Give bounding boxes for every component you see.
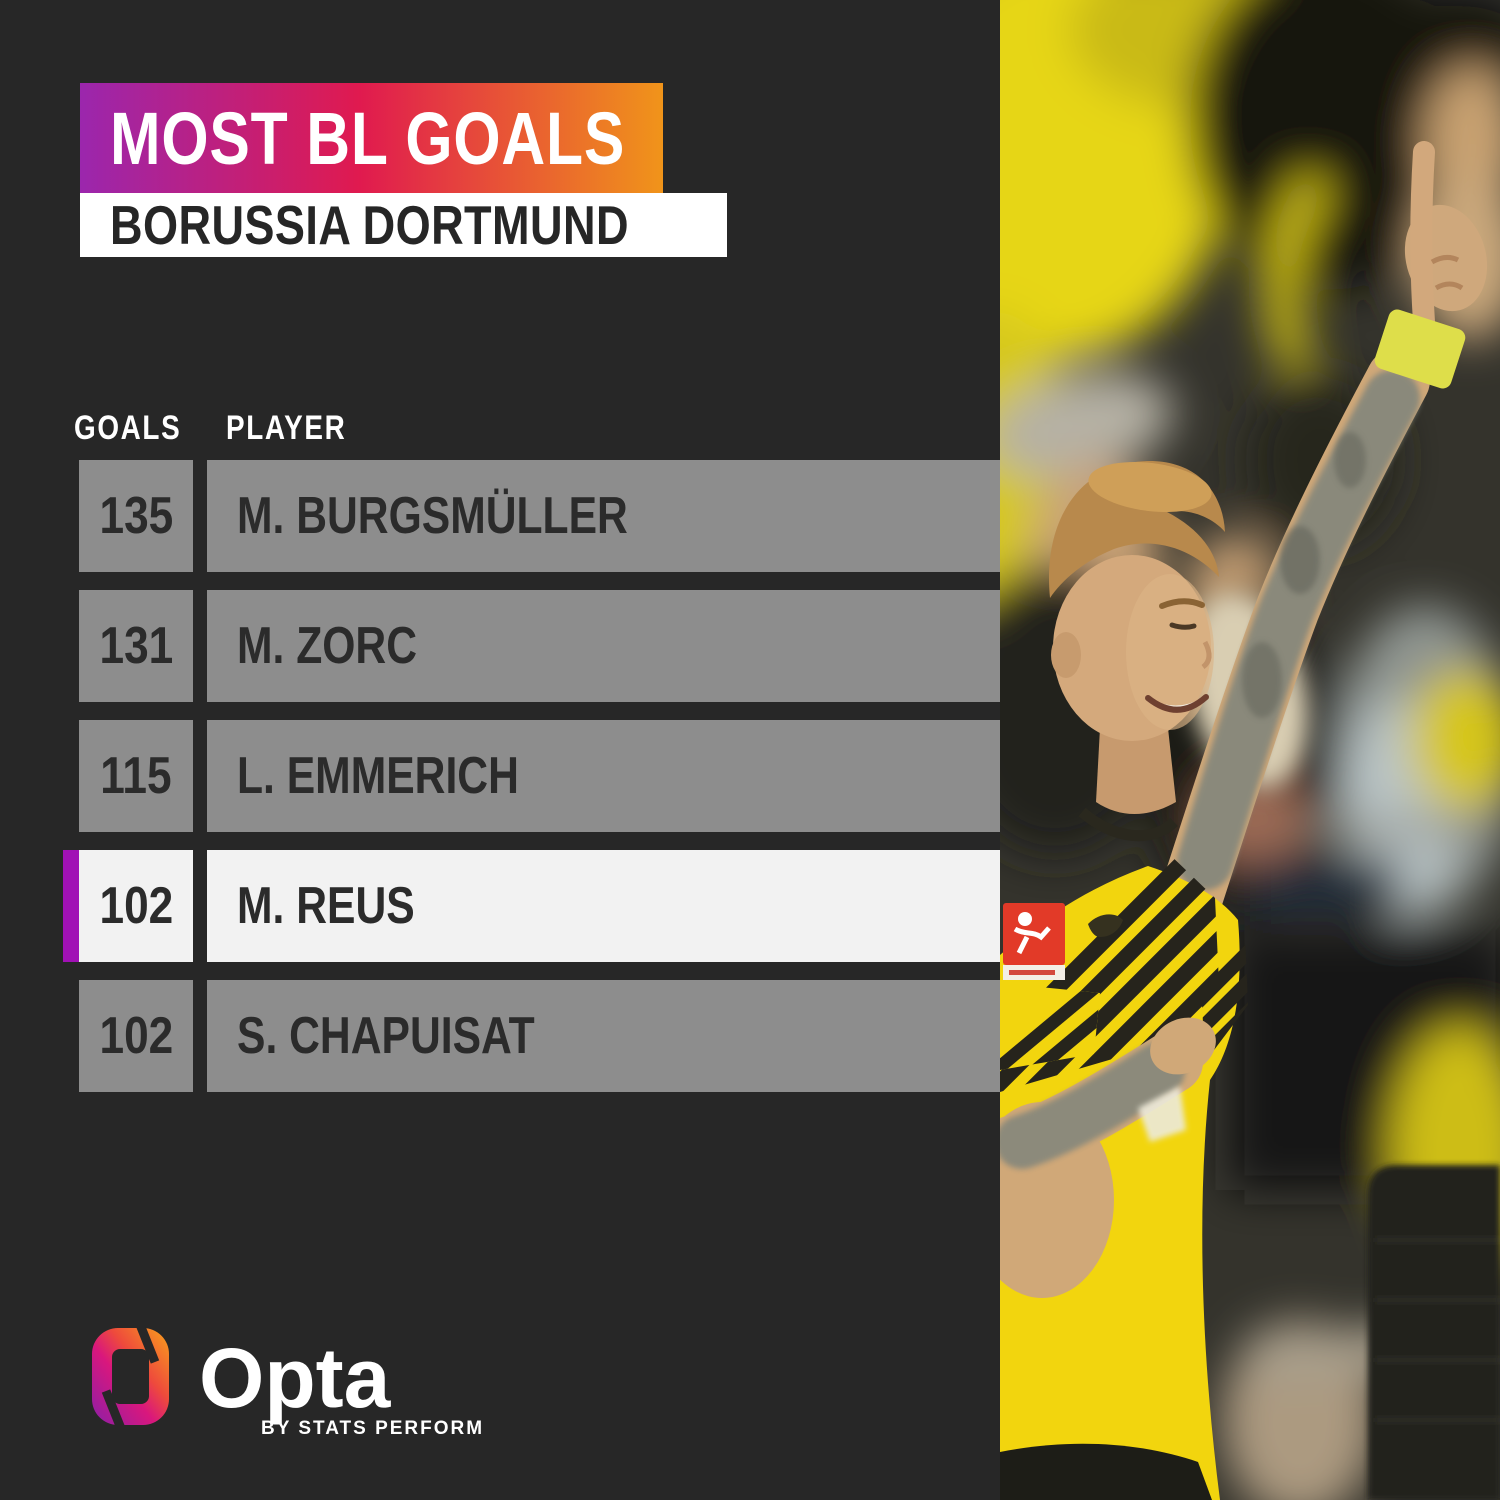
bundesliga-patch bbox=[1003, 903, 1065, 980]
goals-cell: 115 bbox=[79, 720, 193, 832]
wristband bbox=[1374, 309, 1466, 389]
player-cell: M. REUS bbox=[207, 850, 1000, 962]
neck bbox=[1096, 728, 1176, 814]
goals-cell: 102 bbox=[79, 980, 193, 1092]
highlight-accent-bar bbox=[63, 850, 79, 962]
opta-wordmark-block: Opta BY STATS PERFORM bbox=[199, 1331, 485, 1440]
nose bbox=[1201, 640, 1212, 670]
player-cell: L. EMMERICH bbox=[207, 720, 1000, 832]
player-cell: S. CHAPUISAT bbox=[207, 980, 1000, 1092]
shorts bbox=[1000, 1443, 1212, 1500]
page-subtitle: BORUSSIA DORTMUND bbox=[110, 194, 629, 256]
title-banner: MOST BL GOALS bbox=[80, 83, 663, 193]
raised-arm bbox=[1158, 141, 1488, 932]
player-cell: M. ZORC bbox=[207, 590, 1000, 702]
sleeve-cuff bbox=[1000, 983, 1100, 1070]
table-row: 102 S. CHAPUISAT bbox=[79, 980, 1000, 1092]
foreground-panel bbox=[1368, 1165, 1500, 1500]
smile bbox=[1145, 694, 1209, 713]
index-finger bbox=[1410, 141, 1435, 333]
goals-cell: 102 bbox=[79, 850, 193, 962]
collar bbox=[1078, 807, 1178, 842]
crossed-arm bbox=[1000, 983, 1216, 1298]
shirt-fold bbox=[1138, 1086, 1186, 1142]
goals-cell: 135 bbox=[79, 460, 193, 572]
subtitle-bar: BORUSSIA DORTMUND bbox=[80, 193, 727, 257]
goals-cell: 131 bbox=[79, 590, 193, 702]
player-cell: M. BURGSMÜLLER bbox=[207, 460, 1000, 572]
column-header-player: PLAYER bbox=[226, 409, 347, 447]
pointing-hand bbox=[1404, 141, 1488, 333]
eyebrow bbox=[1159, 598, 1205, 609]
forearm-tattoo bbox=[1000, 1043, 1185, 1169]
table-row-highlighted: 102 M. REUS bbox=[63, 850, 1000, 962]
column-header-goals: GOALS bbox=[74, 409, 182, 447]
player-figure bbox=[1000, 141, 1488, 1500]
player-photo-illustration bbox=[1000, 0, 1500, 1500]
player-head bbox=[1048, 460, 1225, 814]
opta-wordmark: Opta bbox=[199, 1331, 391, 1425]
table-row: 135 M. BURGSMÜLLER bbox=[79, 460, 1000, 572]
ear bbox=[1051, 632, 1081, 678]
table-row: 131 M. ZORC bbox=[79, 590, 1000, 702]
puma-logo bbox=[1088, 914, 1123, 937]
opta-logo-icon bbox=[92, 1328, 169, 1425]
opta-logo: Opta BY STATS PERFORM bbox=[92, 1328, 484, 1440]
table-row: 115 L. EMMERICH bbox=[79, 720, 1000, 832]
hand-on-chest bbox=[1150, 1017, 1216, 1075]
eye bbox=[1169, 622, 1197, 630]
page-title: MOST BL GOALS bbox=[110, 96, 626, 180]
opta-byline: BY STATS PERFORM bbox=[261, 1418, 485, 1439]
